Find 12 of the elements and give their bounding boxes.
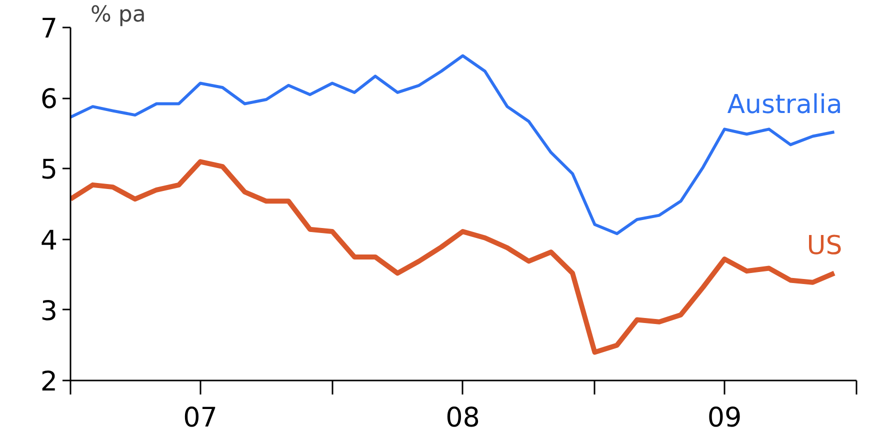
y-tick-label: 5: [40, 154, 58, 186]
y-axis-title: % pa: [90, 2, 146, 28]
series-label: US: [806, 231, 842, 262]
y-tick-label: 7: [40, 14, 58, 44]
y-tick-label: 4: [40, 225, 58, 256]
x-tick-label: 07: [183, 402, 218, 429]
y-tick-label: 6: [40, 84, 58, 116]
y-tick-label: 2: [40, 366, 58, 398]
x-tick-label: 09: [707, 402, 742, 429]
series-label: Australia: [727, 90, 842, 120]
y-tick-label: 3: [40, 296, 58, 327]
x-tick-label: 08: [446, 402, 480, 429]
